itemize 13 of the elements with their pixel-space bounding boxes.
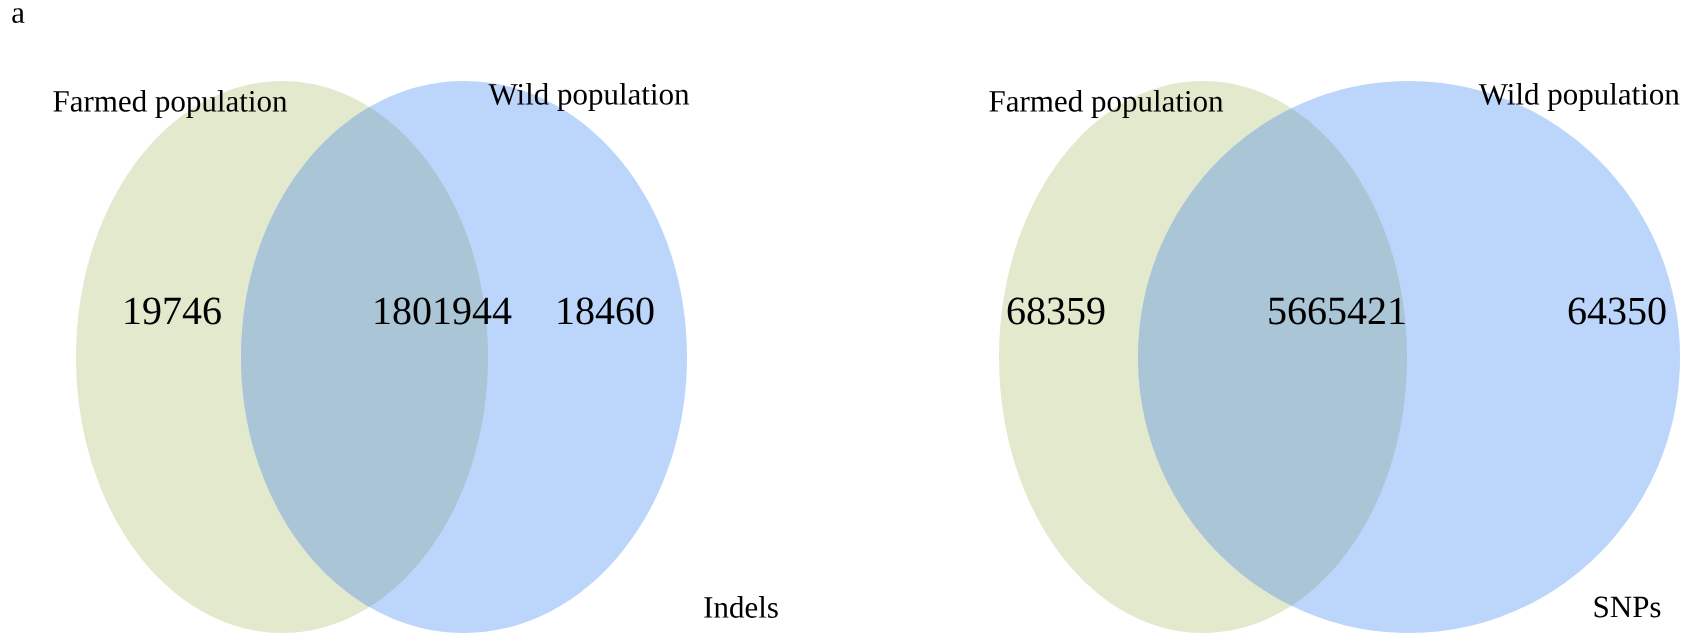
text: Indels [704,596,778,618]
category-label: Farmed population [989,89,1224,119]
category-label: Farmed population [53,89,288,119]
text: a [12,8,25,24]
data-label: 19746 [125,297,221,325]
category-label: Wild population [488,82,690,112]
data-label: 18460 [558,297,654,325]
text: SNPs [1594,596,1661,618]
data-label: 64350 [1568,297,1666,325]
data-label: 68359 [1007,297,1105,325]
data-label: 5665421 [1269,297,1405,325]
category-label: Wild population [1478,82,1680,112]
data-label: 1801944 [375,297,512,325]
